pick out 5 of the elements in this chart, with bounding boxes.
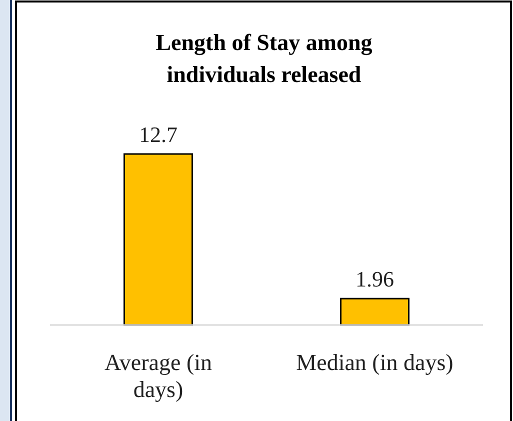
chart-title: Length of Stay among individuals released (156, 30, 373, 87)
x-tick-label: Average (in days) (104, 350, 212, 402)
data-label: 1.96 (356, 266, 394, 292)
x-tick-label: Median (in days) (296, 350, 454, 375)
data-label: 12.7 (139, 122, 178, 147)
